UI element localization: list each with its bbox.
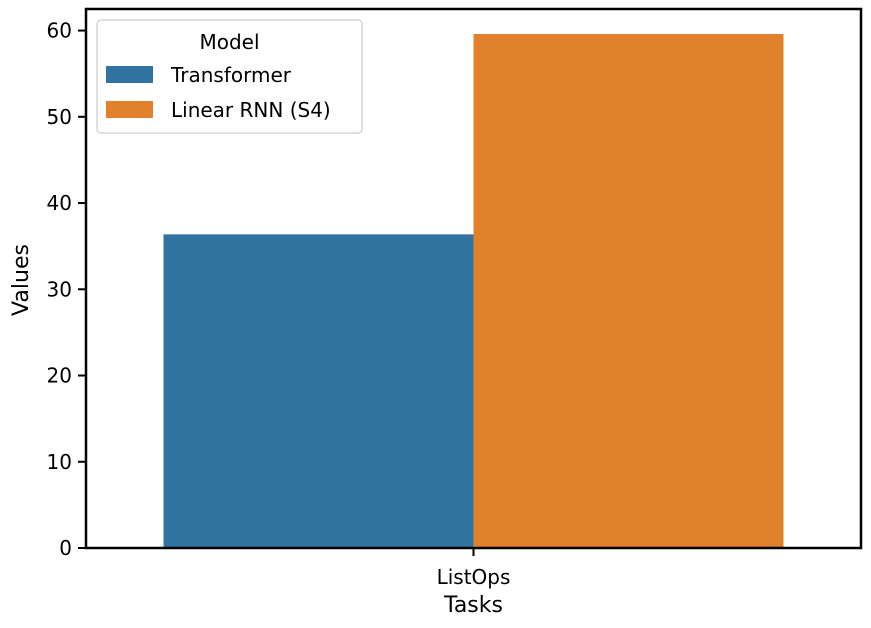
y-tick-label: 10 <box>47 450 72 474</box>
y-tick-label: 40 <box>47 191 72 215</box>
x-axis-ticks: ListOps <box>437 548 511 589</box>
legend-label-0: Transformer <box>170 63 292 87</box>
plot-frame <box>84 7 863 550</box>
y-tick-label: 30 <box>47 277 72 301</box>
y-axis-ticks: 0 10 20 30 40 50 60 <box>47 19 86 560</box>
y-axis-label: Values <box>9 244 34 316</box>
y-tick-label: 60 <box>47 19 72 43</box>
bars-group <box>163 34 784 549</box>
y-tick-label: 0 <box>59 536 72 560</box>
bar-0 <box>163 234 474 548</box>
x-tick-label: ListOps <box>437 565 511 589</box>
x-axis-label: Tasks <box>443 593 503 618</box>
legend-label-1: Linear RNN (S4) <box>171 98 331 122</box>
y-tick-label: 50 <box>47 105 72 129</box>
legend-swatch-1 <box>106 101 153 118</box>
legend: Model Transformer Linear RNN (S4) <box>96 19 363 134</box>
legend-swatch-0 <box>106 66 153 83</box>
legend-frame <box>96 19 363 134</box>
bar-1 <box>473 34 784 549</box>
legend-title: Model <box>199 30 259 54</box>
legend-entries: Transformer Linear RNN (S4) <box>106 63 331 122</box>
y-tick-label: 20 <box>47 364 72 388</box>
